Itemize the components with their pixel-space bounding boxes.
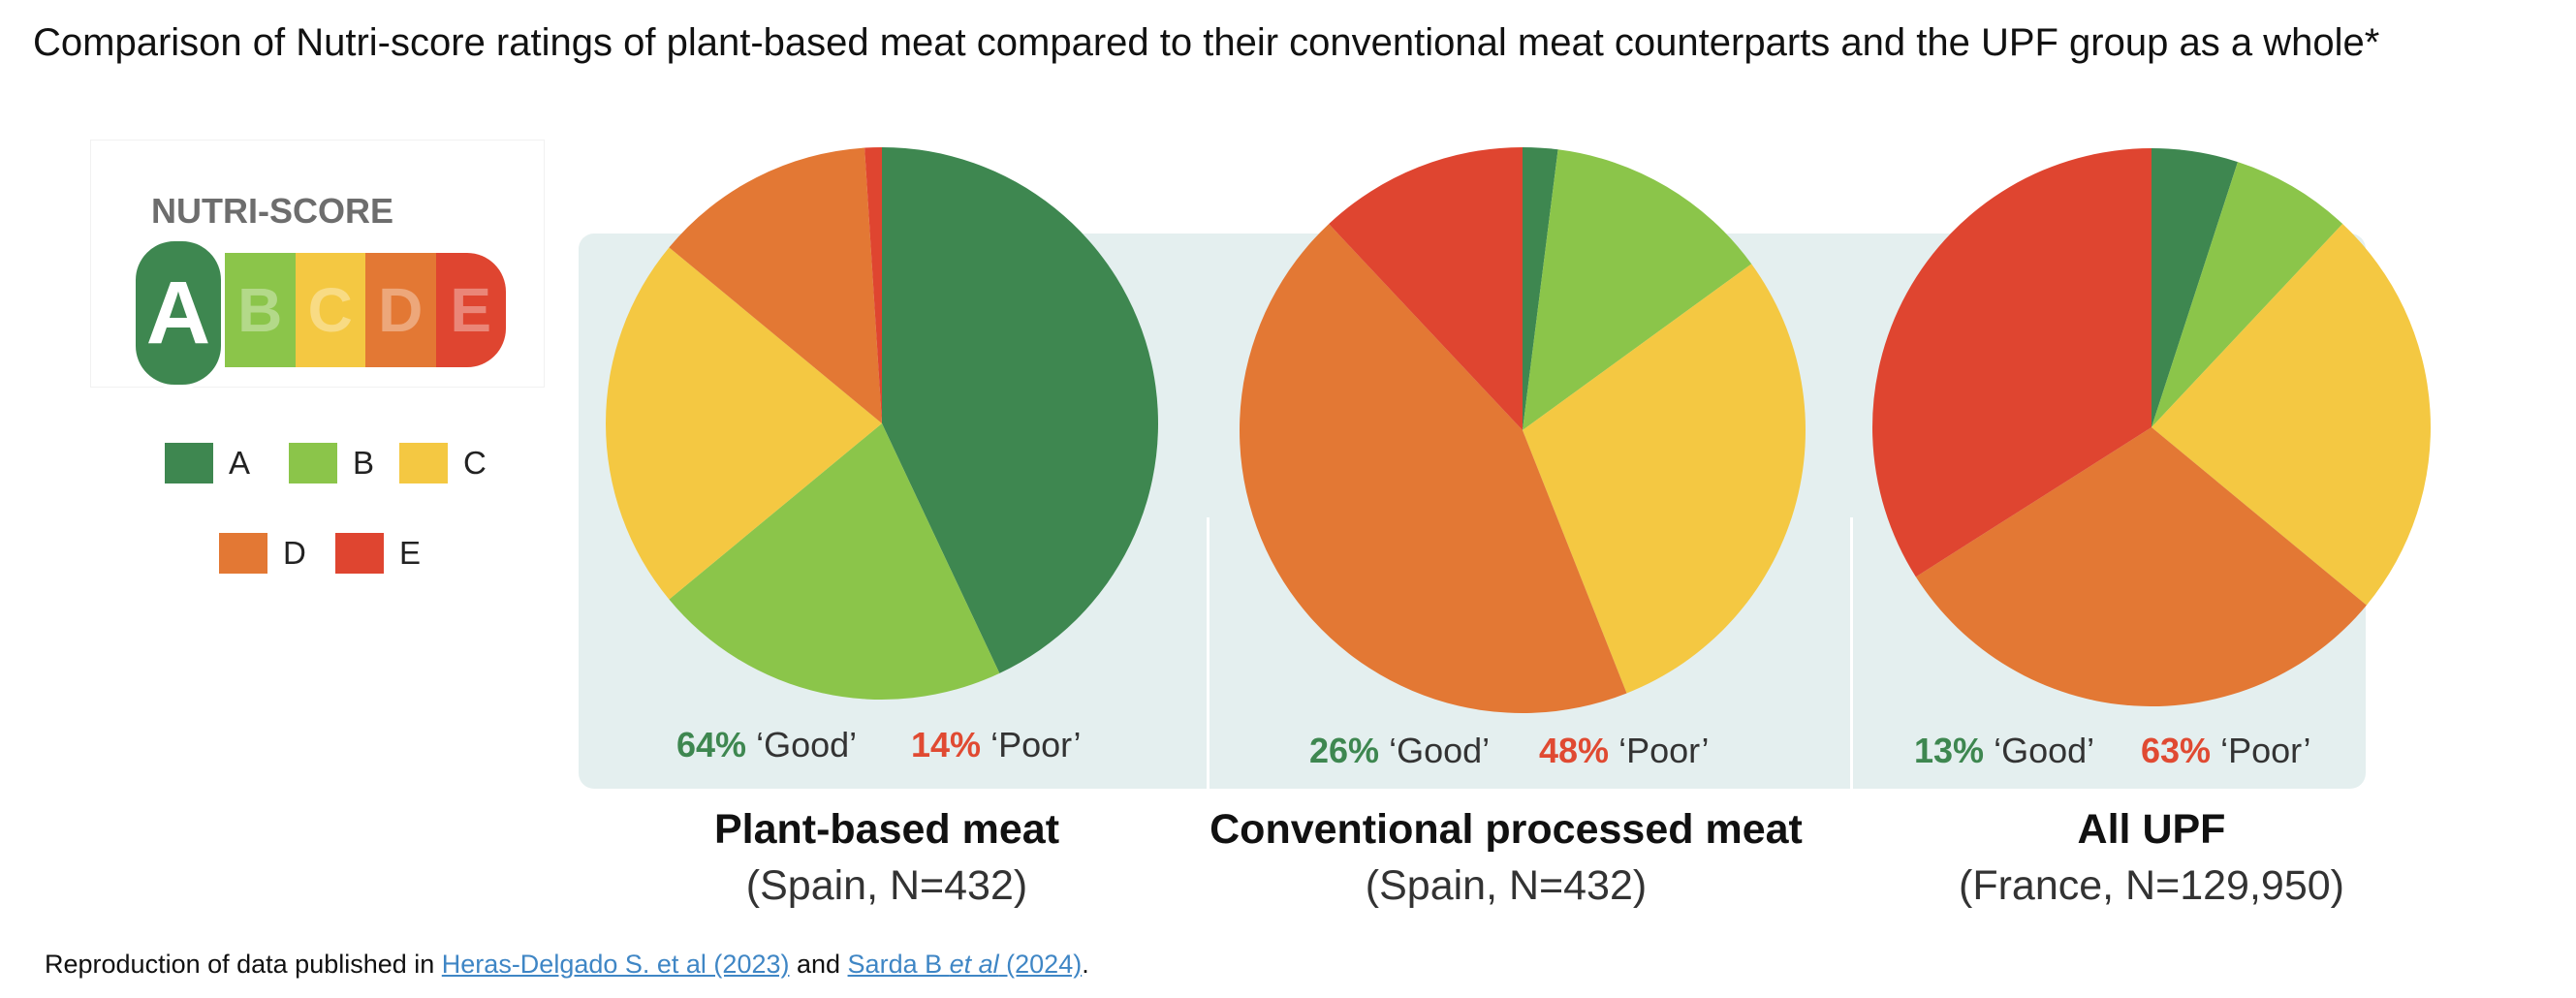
nutri-score-logo: NUTRI-SCORE B C D E A	[90, 140, 545, 389]
good-percent: 26%	[1309, 731, 1380, 770]
legend-label: C	[463, 445, 487, 481]
divider	[1850, 517, 1853, 920]
pie-2-name: Conventional processed meat	[1209, 806, 1803, 853]
legend-label: D	[283, 535, 306, 571]
divider	[1207, 517, 1209, 920]
pie-3-slice-d	[1915, 427, 2367, 706]
legend-swatch	[335, 533, 384, 574]
pie-2-slice-e	[1329, 147, 1523, 430]
pie-1-slice-e	[864, 147, 882, 423]
pie-3-poor: 63% ‘Poor’	[2141, 731, 2310, 771]
nutri-score-word: NUTRI-SCORE	[151, 191, 393, 231]
poor-label: ‘Poor’	[1618, 731, 1710, 770]
legend-swatch	[289, 443, 337, 483]
logo-letter-e: E	[435, 253, 506, 367]
pie-1-slice-c	[606, 247, 882, 600]
pie-3-good: 13% ‘Good’	[1914, 731, 2094, 771]
legend-label: A	[229, 445, 251, 481]
legend-swatch	[399, 443, 448, 483]
good-percent: 64%	[676, 725, 747, 764]
logo-letter-d: D	[365, 253, 436, 367]
pie-1-poor: 14% ‘Poor’	[911, 725, 1081, 765]
footer-citation: Reproduction of data published in Heras-…	[45, 950, 1089, 980]
citation-link-heras-delgado[interactable]: Heras-Delgado S. et al (2023)	[441, 950, 790, 979]
link-text-italic: et al	[949, 950, 999, 979]
poor-label: ‘Poor’	[2220, 731, 2311, 770]
footer-text: and	[789, 950, 848, 979]
citation-link-sarda[interactable]: Sarda B et al (2024)	[848, 950, 1083, 979]
logo-letter-a: A	[132, 237, 225, 389]
legend-item-d: D	[219, 533, 306, 574]
logo-letter-c: C	[295, 253, 365, 367]
pie-3-subtitle: (France, N=129,950)	[1959, 862, 2344, 909]
pie-2-poor: 48% ‘Poor’	[1539, 731, 1709, 771]
pie-2-good: 26% ‘Good’	[1309, 731, 1490, 771]
legend-swatch	[219, 533, 267, 574]
legend-swatch	[165, 443, 213, 483]
pie-3-slice-b	[2152, 162, 2343, 428]
legend-item-a: A	[165, 443, 250, 483]
legend-item-e: E	[335, 533, 421, 574]
pie-2-slice-d	[1240, 224, 1627, 714]
footer-text: Reproduction of data published in	[45, 950, 442, 979]
pie-1-slice-a	[882, 147, 1158, 673]
good-label: ‘Good’	[1389, 731, 1491, 770]
legend-label: E	[399, 535, 422, 571]
pie-2-slice-a	[1523, 147, 1558, 430]
link-text: Sarda B	[847, 950, 950, 979]
pie-1-name: Plant-based meat	[713, 806, 1060, 853]
pie-1-slice-b	[669, 423, 1000, 700]
pie-3-name: All UPF	[2077, 806, 2226, 853]
good-percent: 13%	[1914, 731, 1985, 770]
chart-title: Comparison of Nutri-score ratings of pla…	[33, 21, 2380, 64]
poor-percent: 48%	[1539, 731, 1610, 770]
legend-item-b: B	[289, 443, 374, 483]
poor-label: ‘Poor’	[990, 725, 1082, 764]
legend-label: B	[353, 445, 375, 481]
footer-text: .	[1082, 950, 1089, 979]
poor-percent: 63%	[2141, 731, 2212, 770]
pie-2-slice-b	[1523, 149, 1752, 431]
good-label: ‘Good’	[1994, 731, 2095, 770]
pie-1-subtitle: (Spain, N=432)	[745, 862, 1028, 909]
nutri-score-bar: B C D E	[225, 253, 506, 367]
logo-letter-b: B	[225, 253, 296, 367]
legend-item-c: C	[399, 443, 487, 483]
pie-3-slice-a	[2152, 148, 2238, 427]
pie-2-slice-c	[1523, 264, 1806, 694]
poor-percent: 14%	[911, 725, 982, 764]
pie-1-good: 64% ‘Good’	[676, 725, 857, 765]
pie-3-slice-c	[2152, 224, 2431, 606]
good-label: ‘Good’	[756, 725, 858, 764]
pie-1-slice-d	[669, 147, 882, 423]
pie-2-subtitle: (Spain, N=432)	[1365, 862, 1648, 909]
pie-3-slice-e	[1872, 148, 2152, 577]
link-text: (2024)	[998, 950, 1083, 979]
